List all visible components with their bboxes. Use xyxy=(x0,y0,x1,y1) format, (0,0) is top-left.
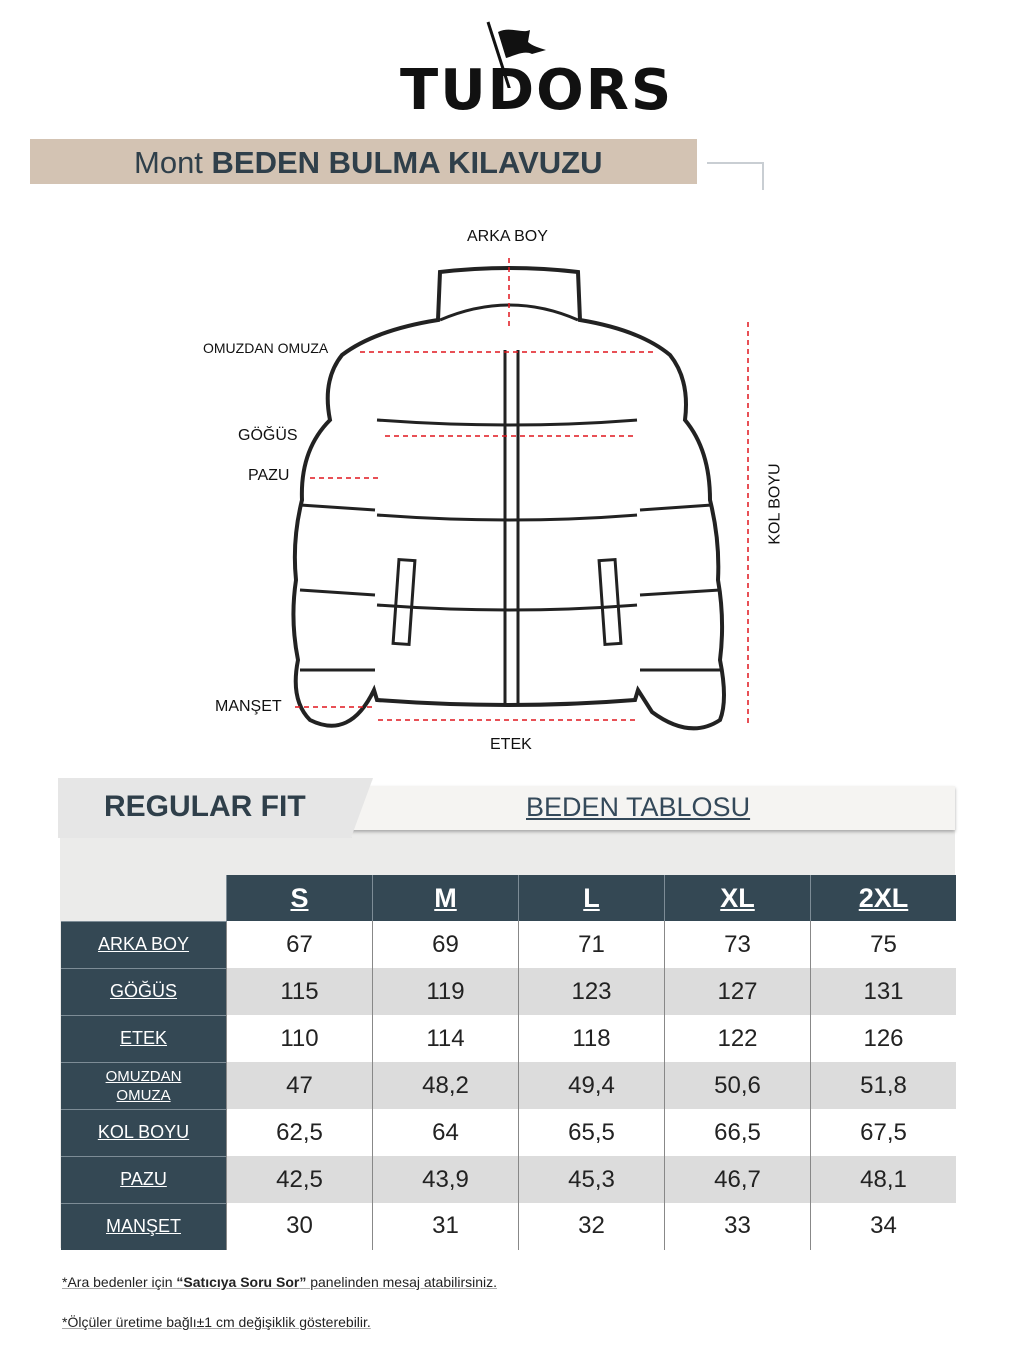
row-label: KOL BOYU xyxy=(61,1108,227,1156)
cell-value: 114 xyxy=(372,1015,519,1062)
jacket-diagram xyxy=(291,266,726,731)
cell-value: 48,2 xyxy=(372,1062,519,1109)
note-intermediate-sizes: *Ara bedenler için “Satıcıya Soru Sor” p… xyxy=(62,1274,497,1290)
corner-decoration xyxy=(707,162,764,190)
cell-value: 62,5 xyxy=(226,1109,373,1156)
note1-pre: *Ara bedenler için xyxy=(62,1274,177,1290)
size-header: S xyxy=(226,875,373,921)
cell-value: 115 xyxy=(226,968,373,1015)
cell-value: 69 xyxy=(372,921,519,968)
size-table: S M L XL 2XL ARKA BOY 67 69 71 73 75 GÖĞÜS 115 1… xyxy=(61,875,956,1250)
cell-value: 30 xyxy=(226,1203,373,1250)
corner-cell xyxy=(61,875,227,921)
row-label: ARKA BOY xyxy=(61,920,227,968)
brand-logo: TUDORS xyxy=(400,58,674,123)
table-heading: BEDEN TABLOSU xyxy=(526,792,751,822)
cell-value: 33 xyxy=(664,1203,811,1250)
cell-value: 49,4 xyxy=(518,1062,665,1109)
label-pazu: PAZU xyxy=(248,467,290,484)
cell-value: 32 xyxy=(518,1203,665,1250)
table-heading-bar xyxy=(340,786,955,830)
label-arka-boy: ARKA BOY xyxy=(467,228,548,245)
label-etek: ETEK xyxy=(490,736,532,753)
cell-value: 131 xyxy=(810,968,956,1015)
cell-value: 45,3 xyxy=(518,1156,665,1203)
size-header: XL xyxy=(664,875,811,921)
cell-value: 51,8 xyxy=(810,1062,956,1109)
title-band xyxy=(30,139,697,184)
cell-value: 43,9 xyxy=(372,1156,519,1203)
cell-value: 123 xyxy=(518,968,665,1015)
table-row: ETEK 110 114 118 122 126 xyxy=(61,1014,956,1062)
cell-value: 127 xyxy=(664,968,811,1015)
cell-value: 50,6 xyxy=(664,1062,811,1109)
label-manset: MANŞET xyxy=(215,698,282,715)
fit-label: REGULAR FIT xyxy=(104,790,306,823)
cell-value: 42,5 xyxy=(226,1156,373,1203)
label-kol-boyu: KOL BOYU xyxy=(766,463,784,545)
table-row: MANŞET 30 31 32 33 34 xyxy=(61,1202,956,1250)
size-header: L xyxy=(518,875,665,921)
cell-value: 75 xyxy=(810,921,956,968)
cell-value: 122 xyxy=(664,1015,811,1062)
cell-value: 46,7 xyxy=(664,1156,811,1203)
page-title: Mont BEDEN BULMA KILAVUZU xyxy=(134,145,602,181)
label-gogus: GÖĞÜS xyxy=(238,427,298,444)
title-prefix: Mont xyxy=(134,145,203,180)
table-row: OMUZDAN OMUZA 47 48,2 49,4 50,6 51,8 xyxy=(61,1061,956,1109)
cell-value: 126 xyxy=(810,1015,956,1062)
fit-tab xyxy=(58,778,373,838)
row-label: ETEK xyxy=(61,1014,227,1062)
measurement-arrows xyxy=(295,258,749,725)
table-row: PAZU 42,5 43,9 45,3 46,7 48,1 xyxy=(61,1155,956,1203)
row-label: GÖĞÜS xyxy=(61,967,227,1015)
label-omuzdan-omuza: OMUZDAN OMUZA xyxy=(203,340,329,356)
cell-value: 118 xyxy=(518,1015,665,1062)
row-label: MANŞET xyxy=(61,1202,227,1250)
table-row: GÖĞÜS 115 119 123 127 131 xyxy=(61,967,956,1015)
cell-value: 34 xyxy=(810,1203,956,1250)
note1-post: panelinden mesaj atabilirsiniz. xyxy=(306,1274,498,1290)
title-main: BEDEN BULMA KILAVUZU xyxy=(211,145,603,180)
cell-value: 66,5 xyxy=(664,1109,811,1156)
cell-value: 31 xyxy=(372,1203,519,1250)
size-header: M xyxy=(372,875,519,921)
cell-value: 64 xyxy=(372,1109,519,1156)
cell-value: 73 xyxy=(664,921,811,968)
cell-value: 47 xyxy=(226,1062,373,1109)
flag-logo-icon xyxy=(486,21,546,88)
cell-value: 65,5 xyxy=(518,1109,665,1156)
cell-value: 110 xyxy=(226,1015,373,1062)
cell-value: 119 xyxy=(372,968,519,1015)
table-row: KOL BOYU 62,5 64 65,5 66,5 67,5 xyxy=(61,1108,956,1156)
table-row: ARKA BOY 67 69 71 73 75 xyxy=(61,920,956,968)
cell-value: 48,1 xyxy=(810,1156,956,1203)
cell-value: 71 xyxy=(518,921,665,968)
note1-bold: “Satıcıya Soru Sor” xyxy=(176,1274,307,1290)
row-label: PAZU xyxy=(61,1155,227,1203)
note-tolerance: *Ölçüler üretime bağlı±1 cm değişiklik g… xyxy=(62,1314,371,1330)
cell-value: 67 xyxy=(226,921,373,968)
row-label: OMUZDAN OMUZA xyxy=(61,1061,227,1109)
size-header: 2XL xyxy=(810,875,956,921)
cell-value: 67,5 xyxy=(810,1109,956,1156)
